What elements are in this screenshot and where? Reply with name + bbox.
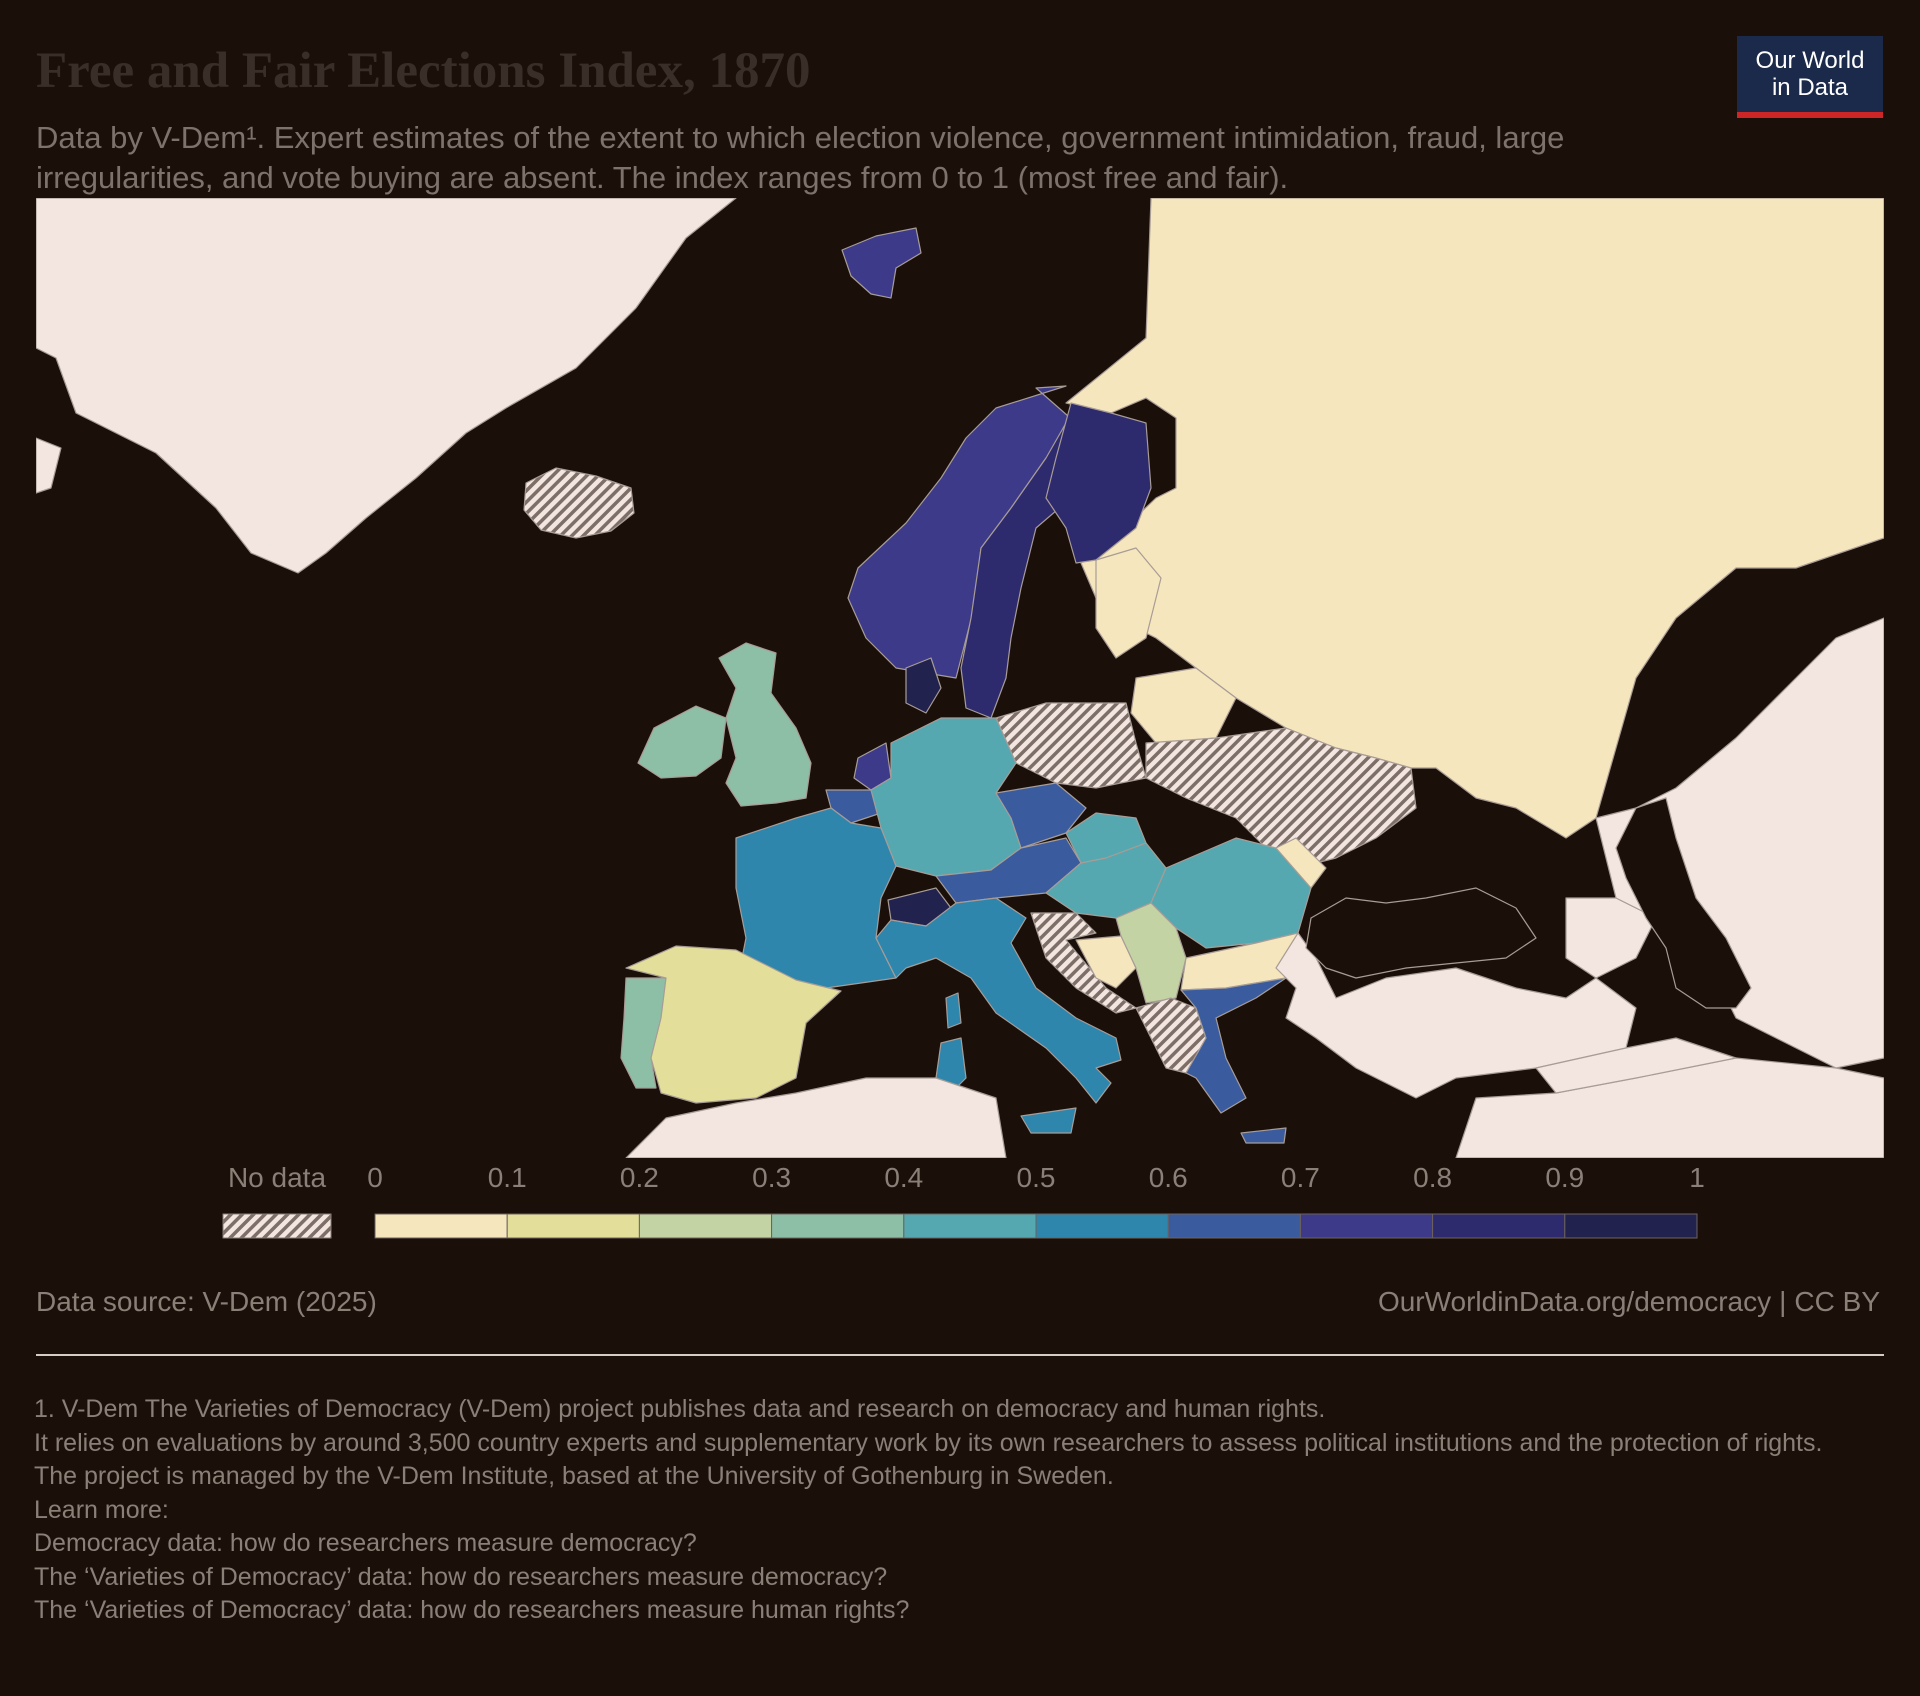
- region-sicily[interactable]: [1020, 1107, 1077, 1134]
- region-svalbard[interactable]: [841, 227, 922, 299]
- region-north-africa[interactable]: [625, 1077, 1007, 1158]
- owid-logo[interactable]: Our World in Data: [1737, 36, 1883, 118]
- legend-tick-label: 0.7: [1281, 1162, 1320, 1193]
- europe-map: [36, 198, 1884, 1158]
- footer-separator: |: [1779, 1286, 1787, 1317]
- footer-links: OurWorldinData.org/democracy | CC BY: [1378, 1286, 1880, 1318]
- logo-line-2: in Data: [1771, 74, 1849, 101]
- data-source: Data source: V-Dem (2025): [36, 1286, 377, 1317]
- region-middle-east[interactable]: [1535, 1037, 1737, 1094]
- region-belgium[interactable]: [825, 789, 882, 824]
- logo-line-1: Our World: [1755, 47, 1865, 74]
- footer-url-link[interactable]: OurWorldinData.org/democracy: [1377, 1286, 1772, 1317]
- region-italy[interactable]: [875, 897, 1122, 1104]
- legend-bin-5[interactable]: [1035, 1213, 1169, 1239]
- legend-tick-label: 1: [1689, 1162, 1705, 1193]
- divider: [36, 1354, 1884, 1356]
- region-serbia[interactable]: [1115, 902, 1187, 1004]
- legend-bin-2[interactable]: [638, 1213, 773, 1239]
- footnotes: 1. V-Dem The Varieties of Democracy (V-D…: [34, 1393, 1894, 1628]
- legend-bin-9[interactable]: [1564, 1213, 1698, 1239]
- region-baltics[interactable]: [1095, 547, 1162, 659]
- license-link[interactable]: CC BY: [1794, 1286, 1880, 1317]
- legend-tick-label: 0.9: [1545, 1162, 1584, 1193]
- region-greenland[interactable]: [36, 198, 737, 574]
- legend-tick-label: 0.8: [1413, 1162, 1452, 1193]
- chart-subtitle: Data by V-Dem¹. Expert estimates of the …: [36, 120, 1565, 195]
- region-iceland[interactable]: [523, 467, 635, 539]
- region-ukraine[interactable]: [1145, 727, 1417, 869]
- color-legend: 0 0.1 0.2 0.3 0.4 0.5 0.6 0.7 0.8 0.9 1 No data: [222, 1162, 1705, 1239]
- chart-title: Free and Fair Elections Index, 1870: [36, 43, 811, 99]
- legend-tick-label: 0.6: [1149, 1162, 1188, 1193]
- caspian-sea: [1615, 797, 1752, 1009]
- legend-tick-label: 0.5: [1017, 1162, 1056, 1193]
- region-spain[interactable]: [625, 945, 842, 1104]
- legend-bin-7[interactable]: [1299, 1213, 1434, 1239]
- legend-bin-0[interactable]: [374, 1213, 508, 1239]
- legend-bin-6[interactable]: [1167, 1213, 1301, 1239]
- legend-tick-label: 0.4: [884, 1162, 923, 1193]
- footnote-line: It relies on evaluations by around 3,500…: [34, 1428, 1823, 1457]
- learn-more-link[interactable]: Democracy data: how do researchers measu…: [34, 1529, 697, 1557]
- region-bosnia[interactable]: [1075, 935, 1137, 989]
- legend-bin-3[interactable]: [771, 1213, 905, 1239]
- region-moldova[interactable]: [1275, 837, 1327, 889]
- region-denmark[interactable]: [905, 657, 942, 714]
- legend-tick-label: 0.3: [752, 1162, 791, 1193]
- legend-tick-label: 0.2: [620, 1162, 659, 1193]
- footnote-line: Learn more:: [34, 1495, 169, 1524]
- learn-more-link[interactable]: The ‘Varieties of Democracy’ data: how d…: [34, 1596, 910, 1624]
- footnote-line: 1. V-Dem The Varieties of Democracy (V-D…: [34, 1395, 1326, 1423]
- region-canada-arctic[interactable]: [36, 437, 62, 494]
- region-united-kingdom[interactable]: [718, 642, 812, 807]
- black-sea: [1305, 887, 1537, 979]
- region-croatia[interactable]: [1030, 912, 1137, 1014]
- region-crete[interactable]: [1240, 1127, 1287, 1144]
- region-corsica[interactable]: [945, 992, 962, 1029]
- legend-no-data-label: No data: [228, 1162, 326, 1193]
- learn-more-link[interactable]: The ‘Varieties of Democracy’ data: how d…: [34, 1562, 888, 1591]
- legend-bin-8[interactable]: [1432, 1213, 1566, 1239]
- legend-bin-4[interactable]: [903, 1213, 1037, 1239]
- footnote-line: The project is managed by the V-Dem Inst…: [34, 1462, 1114, 1490]
- region-ireland[interactable]: [637, 705, 727, 779]
- legend-no-data-swatch: [222, 1213, 332, 1239]
- legend-tick-label: 0: [367, 1162, 383, 1193]
- legend-bin-1[interactable]: [506, 1213, 640, 1239]
- legend-tick-label: 0.1: [488, 1162, 527, 1193]
